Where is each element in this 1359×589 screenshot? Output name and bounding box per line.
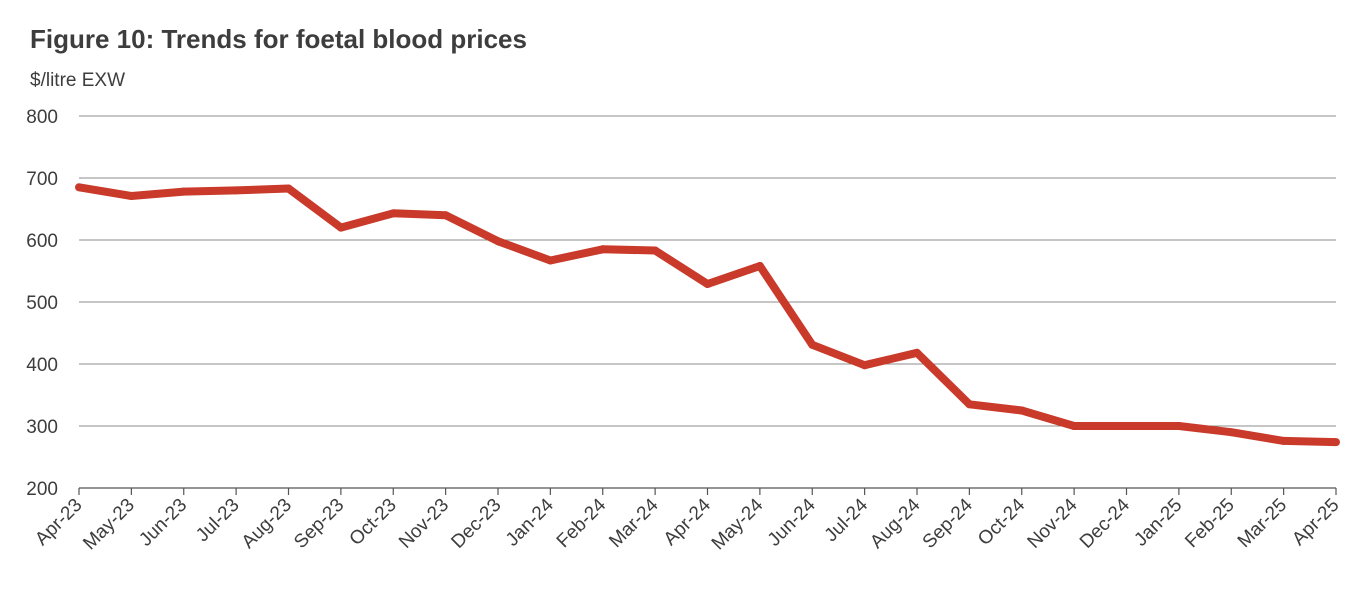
x-tick-label-Mar-24: Mar-24 [605,494,663,552]
x-tick-label-Nov-23: Nov-23 [395,495,453,553]
y-tick-label-700: 700 [26,169,58,190]
x-tick-label-Aug-23: Aug-23 [238,495,296,553]
series-line-0 [78,183,1337,447]
y-axis-unit-label: $/litre EXW [30,70,126,91]
data-point-Apr-25 [1332,438,1340,447]
data-point-Oct-23 [389,209,398,218]
data-point-Sep-24 [965,400,974,409]
data-point-Nov-24 [1070,422,1079,430]
x-tick-label-Jan-24: Jan-24 [502,494,558,550]
data-point-Jun-23 [179,187,188,196]
data-point-Feb-25 [1227,428,1236,437]
x-tick-label-Sep-24: Sep-24 [919,494,977,552]
data-point-Mar-25 [1279,436,1288,445]
x-tick-label-Apr-25: Apr-25 [1288,495,1343,550]
data-point-Dec-24 [1122,422,1131,430]
x-tick-label-Mar-25: Mar-25 [1234,495,1291,552]
x-tick-label-Dec-23: Dec-23 [447,495,505,553]
gridlines [79,115,1336,427]
data-point-Aug-23 [284,184,293,193]
x-tick-label-Apr-24: Apr-24 [660,494,715,549]
y-tick-label-600: 600 [26,231,58,252]
x-tick-label-Apr-23: Apr-23 [31,495,86,550]
y-tick-label-300: 300 [26,417,58,438]
x-tick-label-Feb-25: Feb-25 [1181,495,1238,552]
y-tick-label-200: 200 [26,479,58,500]
x-tick-label-Jun-23: Jun-23 [135,495,191,551]
data-point-Jun-24 [808,340,817,349]
data-point-Dec-23 [494,237,502,246]
data-point-Jan-25 [1174,422,1183,430]
data-point-Nov-23 [441,211,450,220]
x-tick-label-Aug-24: Aug-24 [866,494,924,552]
x-tick-label-Sep-23: Sep-23 [290,495,348,553]
data-point-May-23 [127,191,136,200]
data-point-Jan-24 [546,256,555,265]
x-tick-label-Jan-25: Jan-25 [1130,495,1186,551]
x-tick-label-Oct-23: Oct-23 [346,495,401,550]
data-point-Apr-23 [75,183,83,192]
x-tick-label-Jun-24: Jun-24 [764,494,820,550]
x-tick-label-Feb-24: Feb-24 [553,494,611,552]
data-point-Mar-24 [651,246,660,255]
y-axis-ticks: 200 300 400 500 600 700 800 [26,107,58,500]
data-point-Feb-24 [598,245,607,254]
x-tick-label-Dec-24: Dec-24 [1076,494,1134,552]
chart-title: Figure 10: Trends for foetal blood price… [30,24,527,54]
x-tick-label-May-24: May-24 [708,494,768,554]
y-tick-label-500: 500 [26,293,58,314]
y-tick-label-800: 800 [26,107,58,128]
x-tick-label-Jul-23: Jul-23 [192,495,243,546]
series-layer [75,183,1340,447]
y-tick-label-400: 400 [26,355,58,376]
data-point-Aug-24 [913,348,921,357]
data-point-Jul-24 [860,361,869,370]
x-tick-label-Jul-24: Jul-24 [821,494,873,546]
data-point-May-24 [755,262,764,271]
x-tick-label-Oct-24: Oct-24 [974,494,1029,549]
data-point-Jul-23 [232,186,241,195]
data-point-Sep-23 [336,223,345,232]
data-point-Apr-24 [703,280,712,289]
data-point-Oct-24 [1017,406,1026,415]
x-tick-label-Nov-24: Nov-24 [1024,494,1082,552]
x-tick-label-May-23: May-23 [79,495,139,555]
